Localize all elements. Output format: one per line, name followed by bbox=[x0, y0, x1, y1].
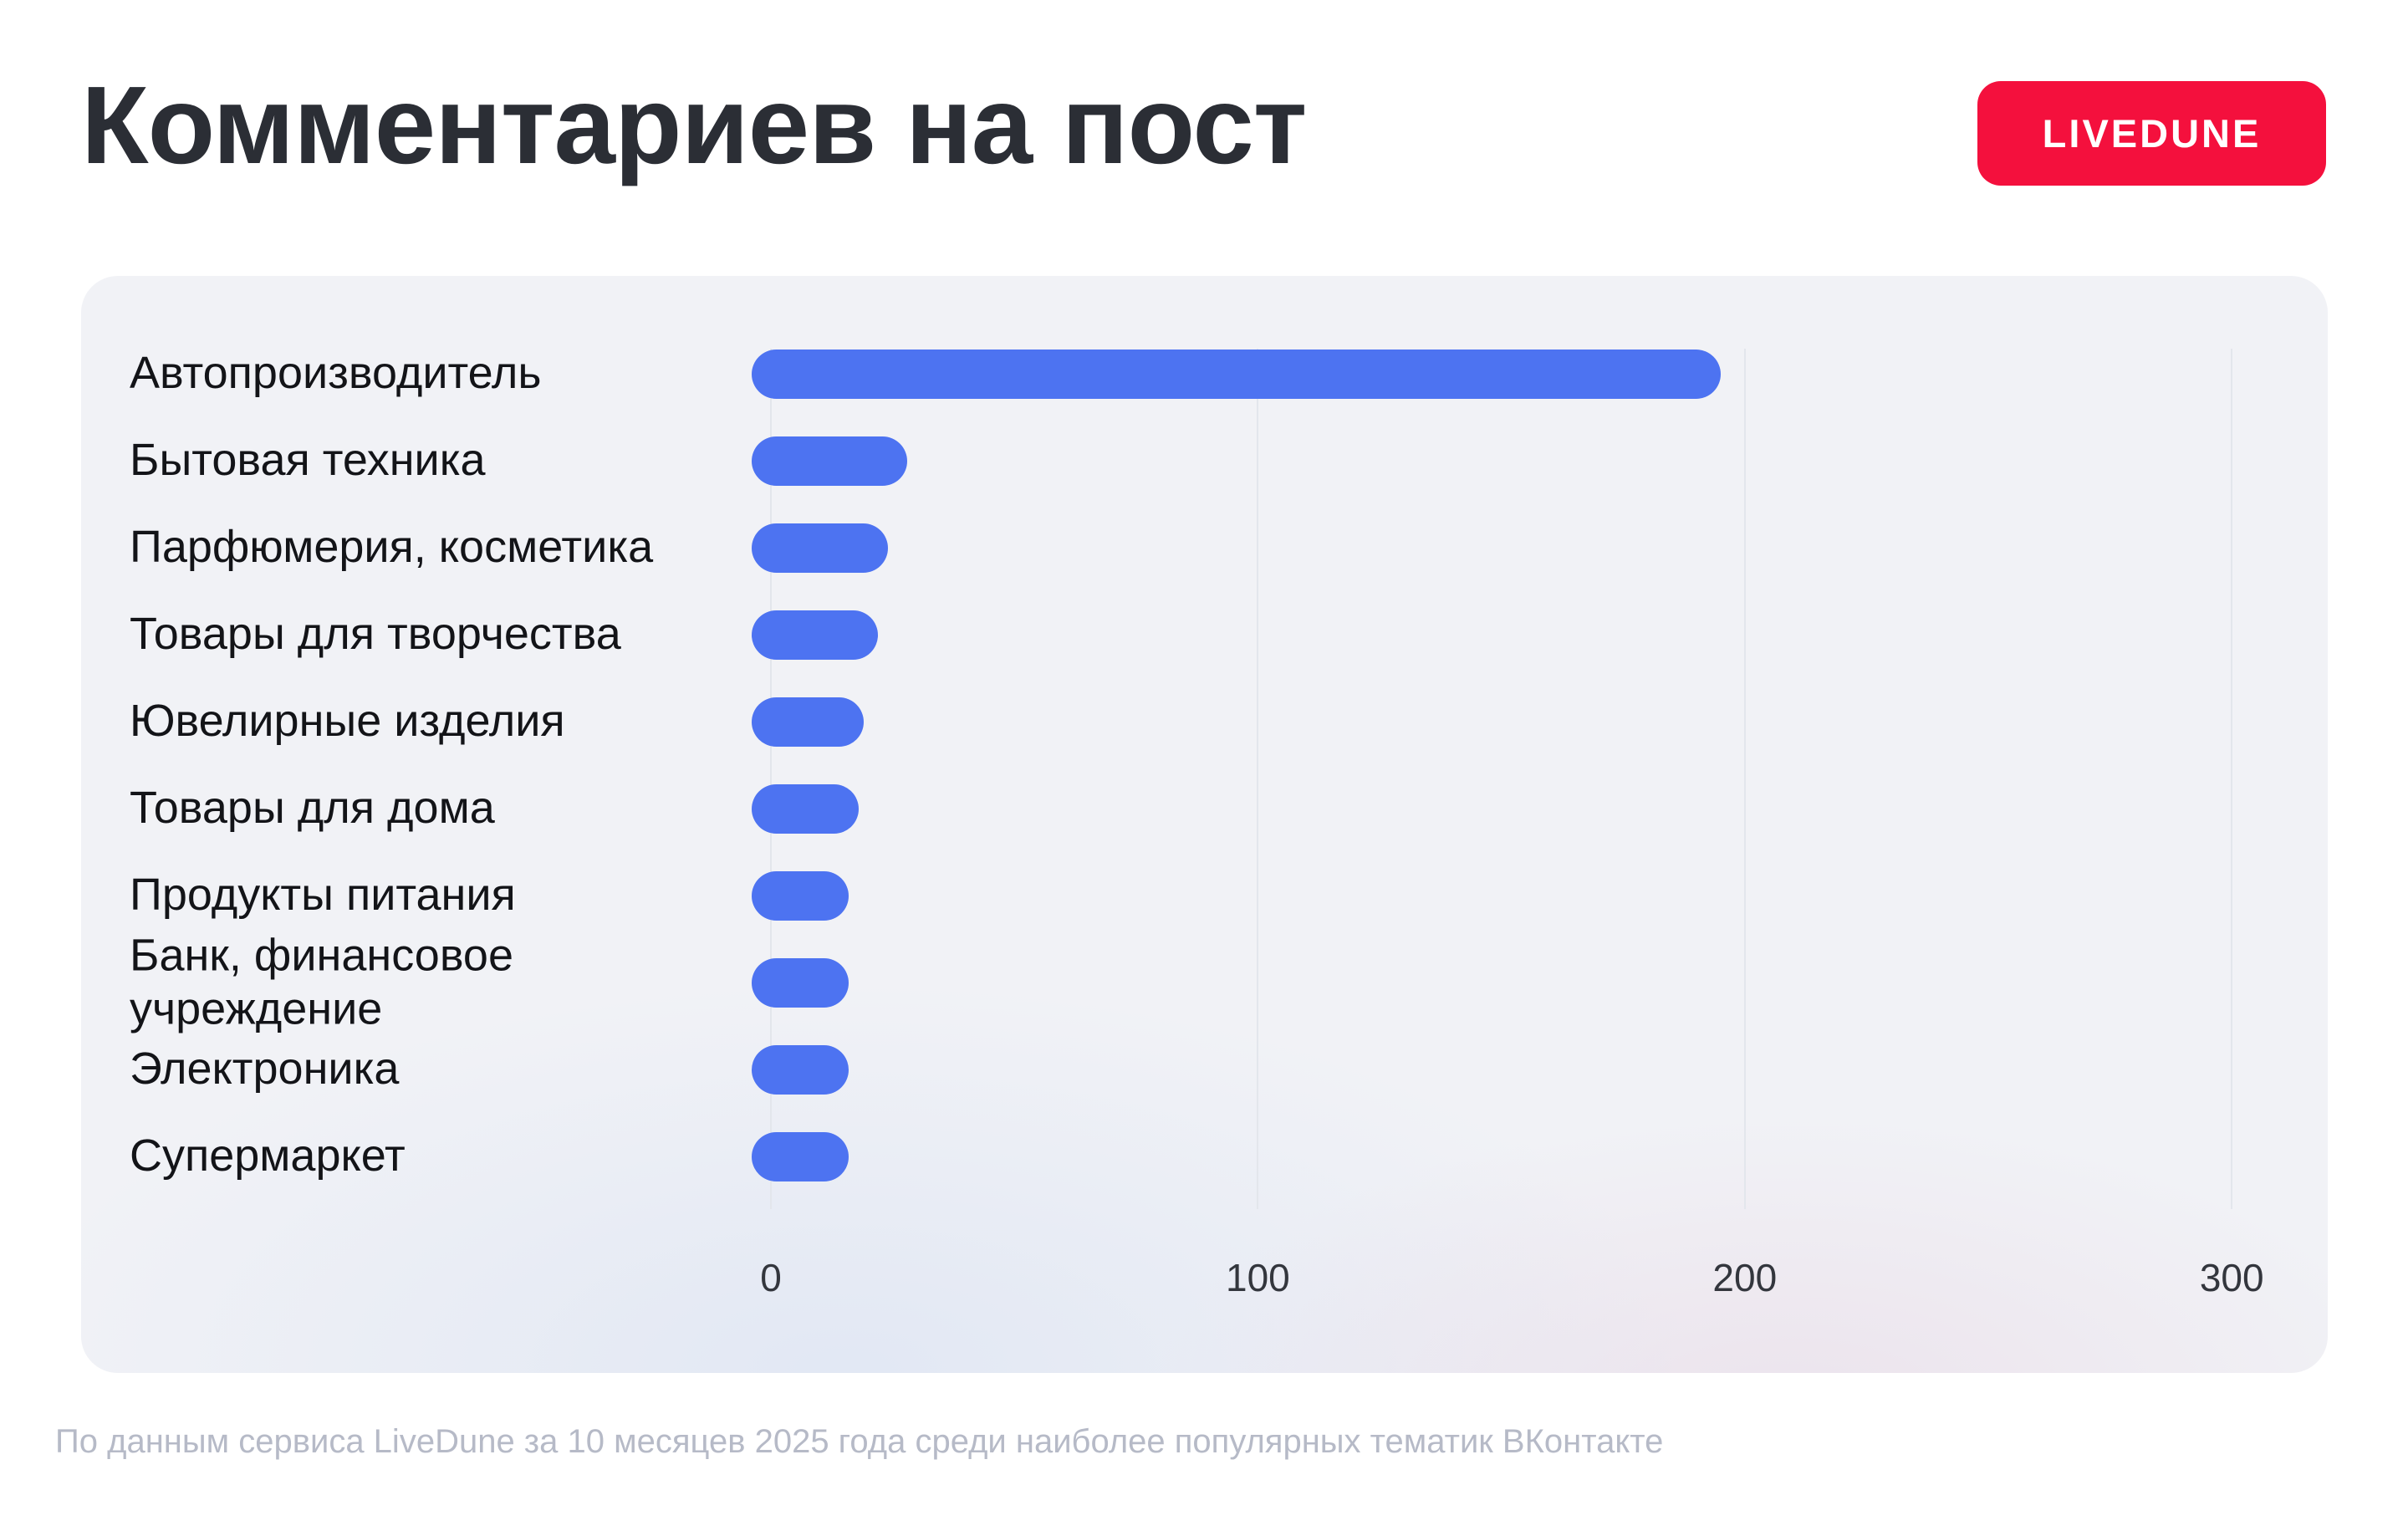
x-axis-tick-label: 200 bbox=[1712, 1256, 1778, 1299]
category-label: Автопроизводитель bbox=[130, 348, 542, 399]
category-label: Супермаркет bbox=[130, 1130, 406, 1181]
bar bbox=[752, 1044, 849, 1095]
bar bbox=[752, 1131, 849, 1181]
x-axis-tick-label: 300 bbox=[2199, 1256, 2264, 1299]
source-note: По данным сервиса LiveDune за 10 месяцев… bbox=[55, 1423, 1664, 1460]
bar bbox=[752, 957, 849, 1008]
bar bbox=[752, 523, 888, 573]
livedune-logo-badge: LIVEDUNE bbox=[1977, 81, 2326, 186]
x-axis-tick-label: 100 bbox=[1226, 1256, 1290, 1299]
bar bbox=[752, 783, 859, 834]
gridline-x-0 bbox=[770, 349, 772, 1209]
category-label: Товары для творчества bbox=[130, 609, 621, 660]
category-label: Ювелирные изделия bbox=[130, 696, 565, 747]
category-label: Банк, финансовое учреждение bbox=[130, 930, 513, 1033]
category-label: Бытовая техника bbox=[130, 435, 486, 486]
bar bbox=[752, 610, 879, 660]
bar bbox=[752, 436, 908, 486]
gridline-x-100 bbox=[1257, 349, 1259, 1209]
category-label: Парфюмерия, косметика bbox=[130, 522, 654, 573]
category-label: Товары для дома bbox=[130, 783, 495, 834]
gridline-x-300 bbox=[2231, 349, 2233, 1209]
livedune-logo-text: LIVEDUNE bbox=[2042, 111, 2262, 156]
chart-panel: 0 100 200 300 Автопроизводитель Бытовая техни… bbox=[81, 276, 2328, 1373]
page-title: Комментариев на пост bbox=[81, 64, 1307, 186]
bar bbox=[752, 349, 1721, 399]
category-label: Продукты питания bbox=[130, 870, 516, 921]
category-label: Электроника bbox=[130, 1044, 400, 1095]
bar bbox=[752, 697, 864, 747]
plot-area: 0 100 200 300 Автопроизводитель Бытовая техни… bbox=[81, 276, 2328, 1373]
x-axis-tick-label: 0 bbox=[760, 1256, 782, 1299]
gridline-x-200 bbox=[1743, 349, 1746, 1209]
bar bbox=[752, 870, 849, 921]
